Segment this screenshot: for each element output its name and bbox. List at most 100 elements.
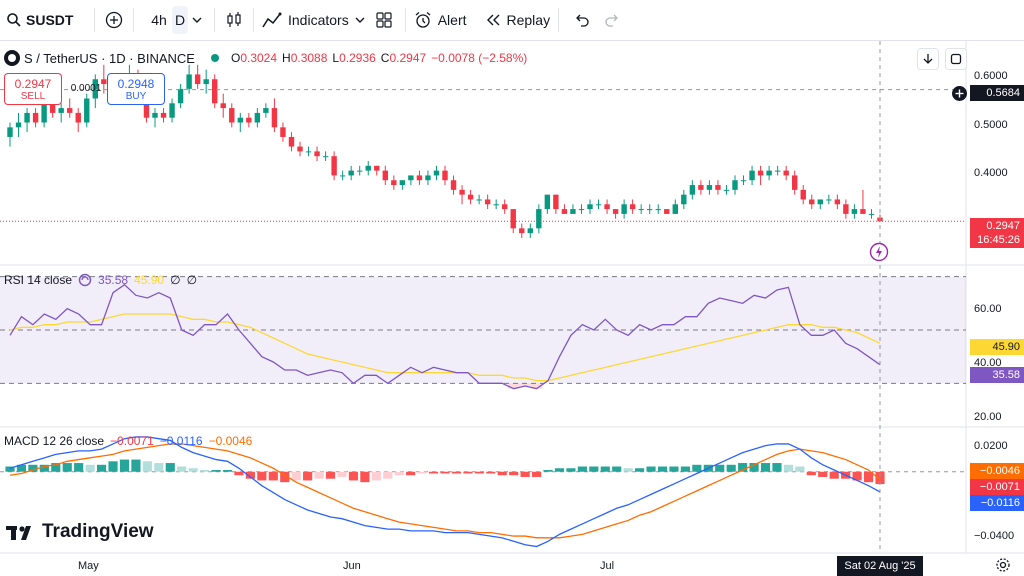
- interval-dropdown-button[interactable]: [188, 0, 206, 41]
- rsi-line: [9, 283, 881, 390]
- candle-body: [638, 209, 644, 211]
- lightning-icon[interactable]: [869, 242, 889, 262]
- open-value: 0.3024: [240, 51, 278, 65]
- candle-body: [92, 79, 98, 99]
- buy-button[interactable]: 0.2948 BUY: [107, 73, 165, 105]
- macd-histogram-bar: [383, 471, 393, 479]
- interval-4h-button[interactable]: 4h: [151, 12, 167, 28]
- macd-histogram-bar: [795, 466, 805, 472]
- undo-button[interactable]: [567, 0, 597, 41]
- candle-body: [143, 98, 150, 118]
- candle-body: [399, 180, 406, 186]
- macd-histogram-bar: [600, 466, 610, 472]
- rsi-oversold-fill: [507, 383, 520, 389]
- tradingview-logo[interactable]: TradingView: [6, 521, 154, 543]
- time-axis-label: Jul: [600, 560, 615, 572]
- macd-histogram-bar: [760, 463, 771, 472]
- candle-body: [595, 204, 602, 206]
- price-axis-tick: 0.5000: [974, 119, 1008, 131]
- divider: [404, 8, 406, 32]
- candle-body: [254, 112, 261, 123]
- maximize-pane-button[interactable]: [945, 48, 967, 70]
- candle-body: [766, 170, 772, 176]
- candle-body: [152, 112, 158, 118]
- rsi-axis-tick: 40.00: [974, 357, 1002, 369]
- macd-histogram-bar: [62, 463, 72, 472]
- search-icon: [7, 13, 21, 27]
- candle-body: [570, 209, 576, 214]
- alert-button[interactable]: Alert: [414, 0, 467, 41]
- divider: [253, 8, 254, 32]
- candle-body: [723, 189, 730, 191]
- macd-histogram-bar: [715, 464, 725, 472]
- time-axis-label: Jun: [343, 560, 361, 572]
- buy-price: 0.2948: [117, 77, 155, 91]
- sell-button[interactable]: 0.2947 SELL: [4, 73, 62, 105]
- macd-histogram-bar: [772, 463, 782, 472]
- candle-body: [305, 151, 312, 153]
- indicators-label: Indicators: [288, 12, 349, 28]
- candle-body: [484, 199, 491, 205]
- macd-line-value: −0.0116: [159, 434, 203, 448]
- interval-1d-button[interactable]: D: [172, 6, 188, 34]
- indicators-button[interactable]: Indicators: [262, 0, 349, 41]
- macd-histogram-bar: [543, 470, 553, 472]
- macd-title[interactable]: MACD 12 26 close: [4, 434, 105, 448]
- candle-body: [15, 122, 22, 128]
- macd-histogram-bar: [51, 463, 61, 472]
- candle-body: [587, 204, 593, 210]
- countdown-tag: 16:45:26: [970, 232, 1024, 248]
- macd-histogram-bar: [657, 466, 668, 472]
- macd-histogram-bar: [188, 468, 198, 472]
- low-key: L: [332, 51, 340, 65]
- macd-histogram-bar: [303, 471, 313, 481]
- indicators-dropdown-button[interactable]: [349, 0, 371, 41]
- macd-histogram-bar: [738, 463, 748, 472]
- candle-body: [212, 79, 218, 104]
- candle-body: [416, 175, 423, 181]
- macd-histogram-bar: [509, 471, 519, 476]
- redo-button[interactable]: [597, 0, 627, 41]
- macd-histogram-bar: [463, 471, 473, 474]
- close-key: C: [380, 51, 390, 65]
- rewind-icon: [486, 14, 499, 26]
- high-key: H: [282, 51, 291, 65]
- rsi-title[interactable]: RSI 14 close: [4, 273, 73, 287]
- price-axis-tick: 0.4000: [974, 167, 1008, 179]
- macd-histogram-bar: [440, 471, 450, 474]
- macd-histogram-bar: [520, 471, 530, 477]
- symbol-search-button[interactable]: SUSDT: [0, 0, 86, 41]
- candle-body: [288, 136, 295, 147]
- symbol-title[interactable]: S / TetherUS · 1D · BINANCE: [24, 50, 195, 66]
- crosshair-add-button[interactable]: [951, 85, 968, 102]
- chart-settings-button[interactable]: [995, 557, 1013, 575]
- layout-button[interactable]: [371, 0, 397, 41]
- candle-body: [851, 209, 858, 214]
- macd-histogram-bar: [566, 468, 576, 472]
- candle-body: [774, 170, 781, 172]
- chart-type-button[interactable]: [223, 0, 245, 41]
- close-value: 0.2947: [389, 51, 427, 65]
- compare-button[interactable]: [103, 0, 125, 41]
- alert-label: Alert: [437, 12, 467, 28]
- macd-histogram-bar: [360, 471, 370, 483]
- candle-body: [237, 117, 243, 123]
- scroll-to-latest-button[interactable]: [917, 48, 939, 70]
- candle-body: [357, 170, 363, 172]
- macd-histogram-bar: [337, 471, 347, 477]
- rsi-axis-tick: 60.00: [974, 303, 1002, 315]
- rsi-empty-value: ∅: [186, 273, 198, 287]
- replay-button[interactable]: Replay: [485, 0, 550, 41]
- grid-lines: [0, 41, 1024, 554]
- candle-body: [578, 209, 585, 211]
- divider: [133, 8, 134, 32]
- chart-canvas[interactable]: [0, 41, 1024, 576]
- buy-label: BUY: [125, 91, 147, 102]
- spread-value: 0.0001: [70, 83, 102, 94]
- candle-body: [246, 117, 252, 123]
- candle-body: [271, 108, 278, 128]
- macd-histogram-bar: [623, 468, 633, 472]
- macd-signal-tag: −0.0046: [970, 463, 1024, 479]
- data-window-icon[interactable]: [78, 273, 92, 287]
- candle-body: [698, 185, 704, 190]
